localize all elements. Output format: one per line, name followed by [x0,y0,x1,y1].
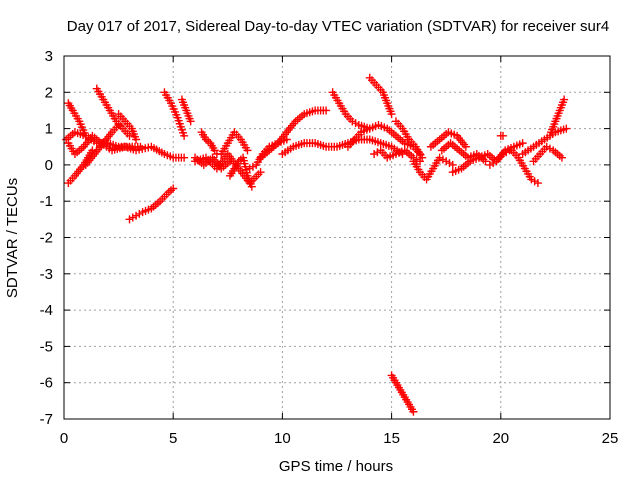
series-arc-10 [177,95,195,126]
series-arc-24 [391,117,427,162]
y-tick-label: 2 [45,84,53,101]
data-point [557,153,566,162]
series-arc-21 [365,73,396,119]
data-point [169,184,178,193]
series-arc-23 [387,371,418,416]
data-point [125,131,134,140]
series-arc-26 [426,128,470,151]
x-tick-label: 15 [383,430,400,447]
data-point [448,160,457,169]
series-arc-33 [518,124,571,159]
series-arc-7 [114,110,141,144]
y-tick-label: -6 [40,375,53,392]
y-tick-label: 0 [45,157,53,174]
y-tick-label: -1 [40,193,53,210]
y-tick-label: -5 [40,338,53,355]
x-axis-label: GPS time / hours [279,458,393,475]
y-tick-label: -2 [40,230,53,247]
series-arc-6 [92,84,134,140]
data-point [225,157,234,166]
y-axis-label: SDTVAR / TECUs [4,178,21,298]
data-point [562,124,571,133]
series-arc-15 [225,153,256,191]
data-point [243,146,252,155]
data-point [180,153,189,162]
x-tick-label: 10 [274,430,291,447]
series-arc-31 [496,131,507,140]
x-axis-ticks: 0 5 10 15 20 25 [60,56,619,447]
series-arc-9 [160,88,189,140]
data-point [409,407,418,416]
series-arc-13 [197,128,221,159]
series-arc-35 [547,95,569,137]
data-point [461,142,470,151]
data-point [481,157,490,166]
grid-lines [64,56,610,419]
y-tick-label: -7 [40,411,53,428]
data-point [560,95,569,104]
y-axis-ticks: 3 2 1 0 -1 -2 -3 -4 -5 -6 -7 [40,48,610,428]
series-arc-8 [125,184,178,224]
series-arc-32 [507,146,542,188]
series-arc-34 [529,142,566,166]
chart-title: Day 017 of 2017, Sidereal Day-to-day VTE… [67,18,609,35]
data-point [498,131,507,140]
x-tick-label: 0 [60,430,68,447]
x-tick-label: 20 [492,430,509,447]
data-point [81,131,90,140]
data-point [518,139,527,148]
data-point [256,168,265,177]
y-tick-label: -3 [40,266,53,283]
y-tick-label: -4 [40,302,53,319]
data-point [132,135,141,144]
series-arc-17 [256,106,331,162]
data-point [418,153,427,162]
y-tick-label: 3 [45,48,53,65]
x-tick-label: 25 [602,430,619,447]
data-point [180,131,189,140]
series-arc-14 [217,128,252,159]
series-arc-25 [409,153,457,184]
data-point [322,106,331,115]
x-tick-label: 5 [169,430,177,447]
data-point [387,110,396,119]
data-points [62,73,571,416]
data-point [186,117,195,126]
series-arc-12 [191,153,234,173]
data-point [533,179,542,188]
series-arc-30 [485,146,514,169]
y-tick-label: 1 [45,121,53,138]
series-arc-3 [64,99,90,140]
data-point [247,182,256,191]
